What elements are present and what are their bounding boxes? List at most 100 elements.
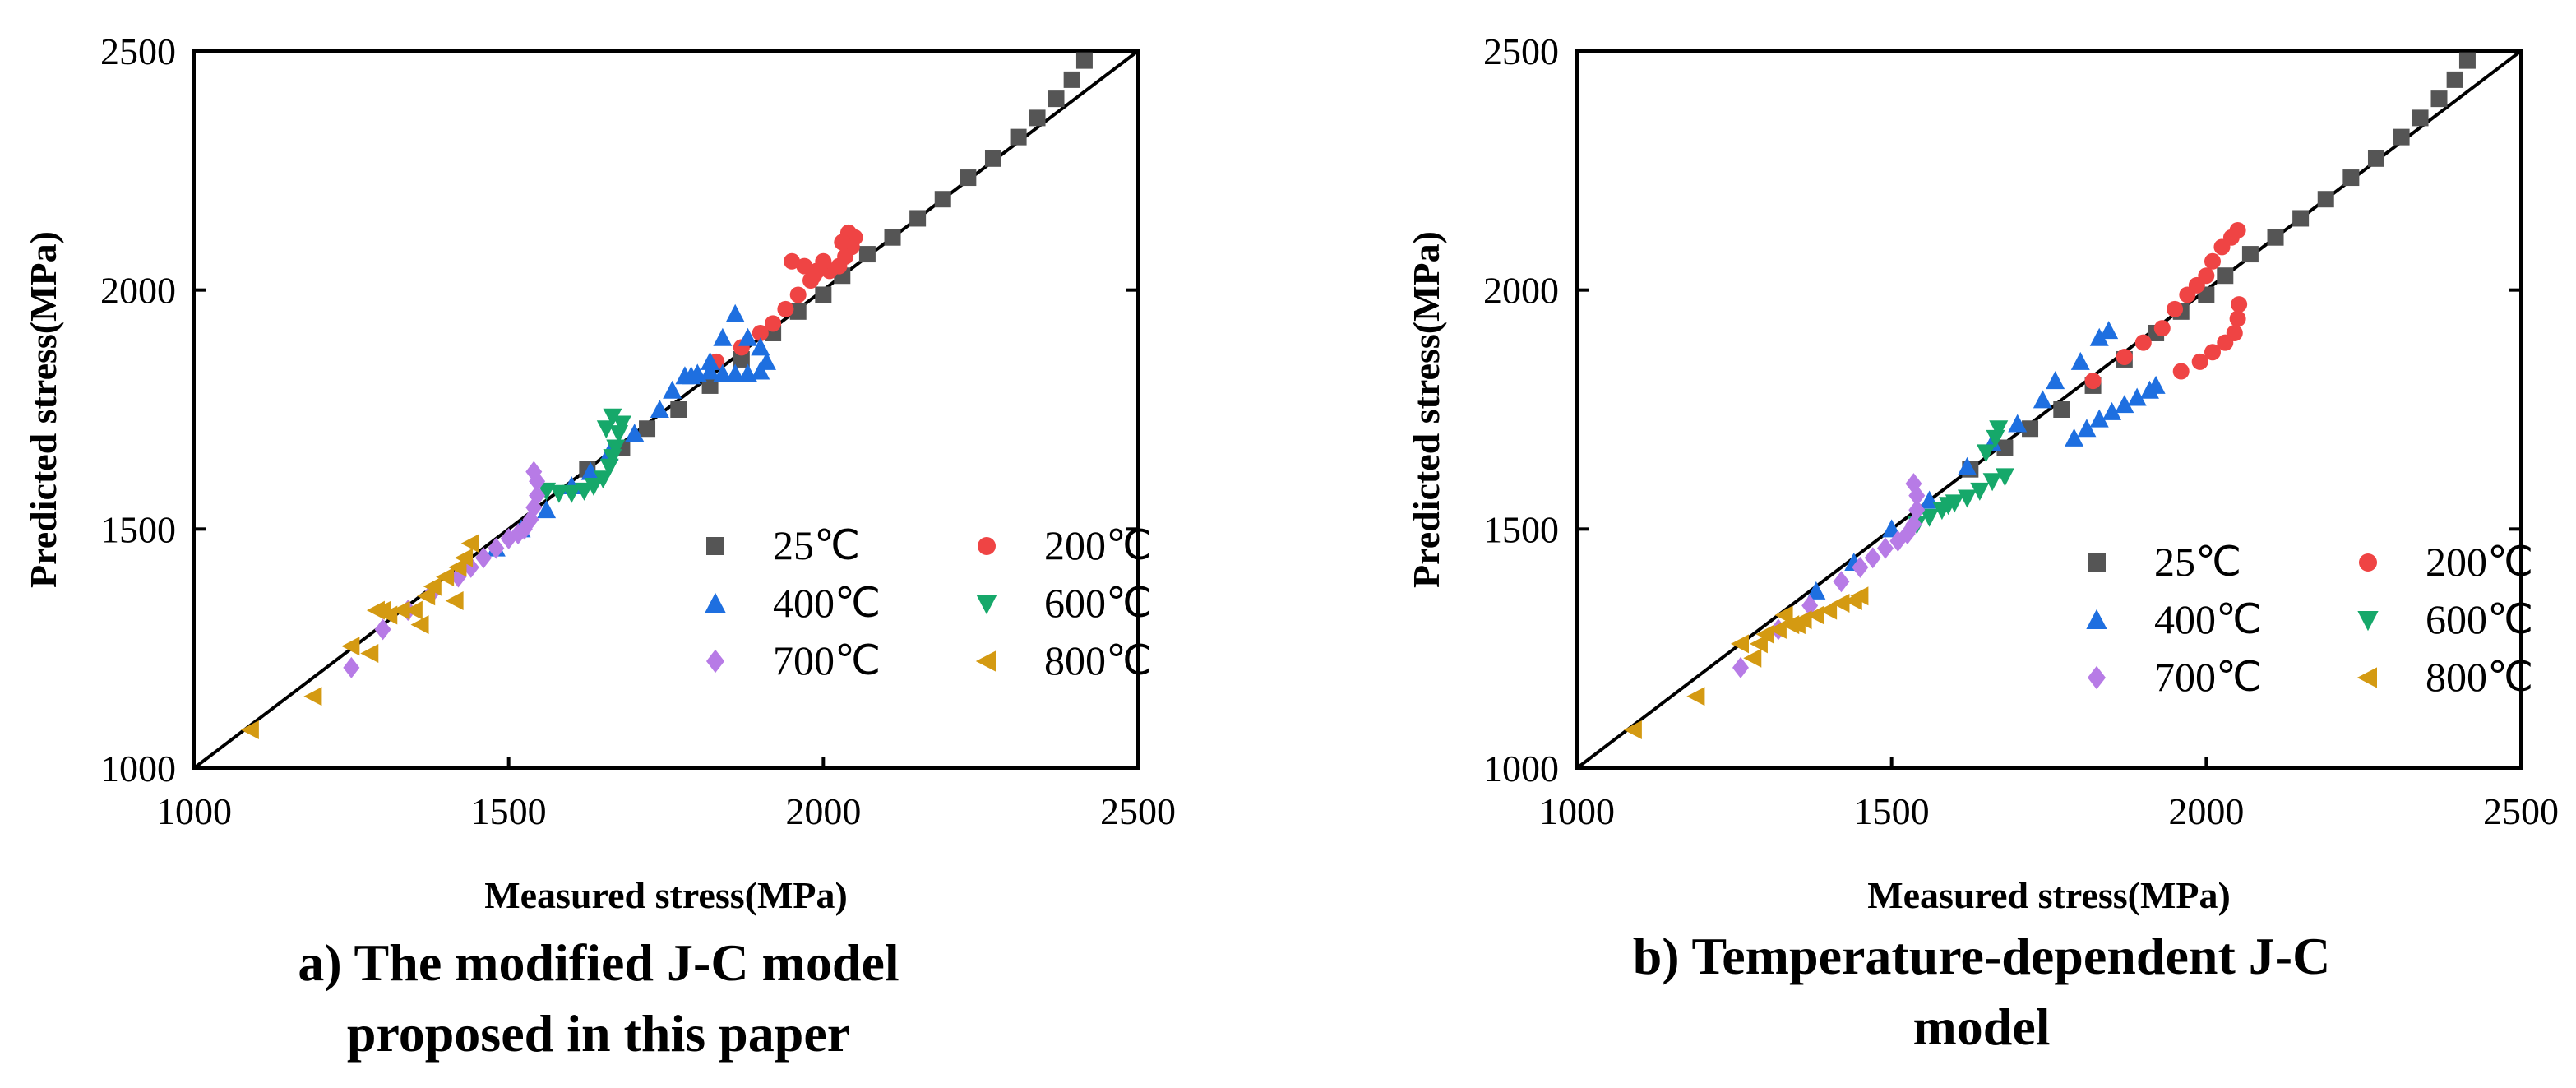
data-point: [417, 586, 436, 606]
plot-frame: [1575, 49, 2523, 770]
reference-line: [1575, 49, 2523, 770]
legend-marker: [976, 595, 997, 615]
legend-label: 400℃: [2154, 596, 2262, 642]
data-point: [625, 424, 645, 442]
data-point: [650, 400, 669, 418]
data-point: [751, 337, 770, 356]
data-point: [445, 591, 464, 611]
data-point: [1048, 90, 1065, 108]
data-point: [1686, 687, 1705, 706]
data-point: [934, 191, 951, 208]
data-point: [2153, 320, 2171, 337]
data-point: [2127, 387, 2147, 406]
x-tick-label: 2500: [2483, 790, 2559, 832]
data-point: [2430, 90, 2448, 108]
data-point: [460, 534, 479, 553]
y-tick-label: 1000: [100, 748, 176, 789]
data-point: [2191, 353, 2208, 370]
data-point: [2077, 419, 2097, 438]
legend-marker: [2357, 611, 2379, 632]
data-point: [701, 351, 720, 370]
legend-label: 700℃: [2154, 654, 2262, 700]
data-point: [2267, 229, 2284, 246]
legend-marker: [2086, 609, 2107, 629]
data-point: [960, 169, 977, 187]
data-point: [436, 567, 455, 586]
data-point: [1819, 600, 1838, 620]
data-point: [525, 461, 543, 483]
data-point: [423, 576, 442, 596]
data-point: [1995, 468, 2014, 487]
data-point: [1939, 497, 1959, 516]
data-point: [1774, 605, 1793, 625]
data-point: [2342, 169, 2360, 187]
data-point: [343, 656, 360, 678]
data-point: [858, 246, 876, 263]
data-point: [2046, 371, 2065, 390]
data-point: [374, 618, 391, 641]
data-point: [2146, 375, 2166, 394]
legend-label: 200℃: [1044, 522, 1152, 568]
data-point: [1749, 634, 1768, 654]
x-tick-label: 1000: [1539, 790, 1615, 832]
data-point: [2317, 191, 2334, 208]
data-point: [575, 482, 594, 501]
chart-panel-a: 1000 1500 2000 2500 1000 1500 2000 2500 25℃ 200℃…: [22, 30, 1176, 1063]
y-axis-label: Predicted stress(MPa): [22, 231, 64, 588]
data-point: [2241, 246, 2259, 263]
data-point: [2008, 414, 2028, 433]
data-point: [1864, 547, 1881, 569]
data-point: [2204, 344, 2221, 361]
data-point: [529, 484, 546, 507]
data-point: [1877, 537, 1894, 559]
data-point: [410, 615, 429, 635]
caption-line-1: a) The modified J-C model: [298, 933, 899, 992]
data-point: [240, 720, 259, 739]
data-point: [738, 327, 757, 346]
y-tick-label: 1500: [100, 508, 176, 550]
data-point: [751, 361, 770, 380]
data-point: [2099, 321, 2119, 340]
data-point: [733, 350, 750, 368]
x-tick-label: 1500: [1854, 790, 1930, 832]
data-point: [2229, 222, 2246, 238]
data-point: [2446, 71, 2463, 88]
data-point: [2065, 428, 2084, 447]
data-point: [606, 439, 626, 458]
y-tick-label: 2000: [100, 270, 176, 312]
data-point: [765, 315, 782, 332]
data-point: [2412, 109, 2429, 127]
data-point: [1908, 499, 1926, 521]
data-point: [789, 303, 807, 320]
plot-frame: [192, 49, 1140, 770]
data-point: [701, 361, 720, 380]
data-point: [2134, 334, 2152, 351]
data-point: [738, 363, 757, 382]
data-point: [596, 420, 616, 439]
x-tick-label: 2500: [1100, 790, 1176, 832]
data-point: [784, 252, 801, 270]
data-point: [488, 537, 505, 559]
data-point: [2089, 409, 2109, 428]
legend-marker: [2356, 667, 2377, 688]
legend-label: 800℃: [2426, 654, 2533, 700]
data-point: [1833, 571, 1850, 593]
data-point: [2022, 420, 2039, 438]
data-point: [391, 600, 410, 620]
legend-label: 400℃: [773, 580, 881, 626]
data-point: [1732, 656, 1749, 678]
data-point: [2053, 401, 2070, 418]
data-point: [2167, 300, 2184, 317]
data-point: [1029, 109, 1046, 127]
x-tick-label: 1000: [156, 790, 232, 832]
data-point: [1806, 581, 1826, 600]
caption-line-1: b) Temperature-dependent J-C: [1633, 927, 2331, 985]
data-point: [303, 687, 322, 706]
data-point: [372, 600, 391, 620]
data-point: [2102, 401, 2122, 420]
data-point: [639, 420, 656, 438]
data-point: [2116, 349, 2133, 366]
x-axis-label: Measured stress(MPa): [1867, 874, 2231, 916]
data-point: [1787, 615, 1806, 635]
